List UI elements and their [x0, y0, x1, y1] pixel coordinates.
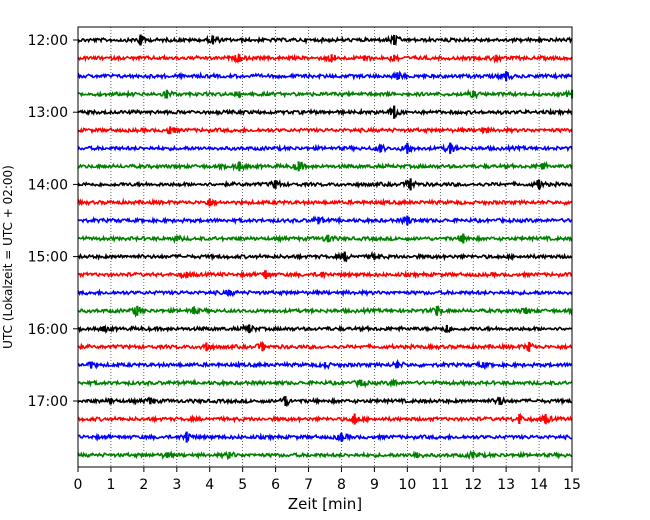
- trace-line: [77, 377, 573, 389]
- x-tick-label: 14: [530, 477, 548, 493]
- y-tick-label: 16:00: [28, 322, 68, 338]
- x-tick-label: 6: [271, 477, 280, 493]
- trace-row: [77, 197, 573, 208]
- trace-line: [77, 412, 573, 425]
- trace-line: [77, 160, 573, 172]
- trace-row: [77, 431, 573, 443]
- trace-line: [77, 70, 573, 81]
- trace-row: [77, 70, 573, 82]
- x-tick-label: 3: [172, 477, 181, 493]
- x-tick-label: 7: [304, 477, 313, 493]
- trace-line: [77, 125, 573, 135]
- trace-line: [77, 233, 573, 244]
- x-axis: 0 1 2 3 4 5 6 7 8 9 10 11 12 13 14 15: [74, 467, 581, 493]
- trace-line: [77, 395, 573, 408]
- trace-line: [77, 304, 573, 318]
- x-tick-label: 12: [464, 477, 482, 493]
- trace-area: [77, 34, 574, 461]
- y-axis: 12:00 13:00 14:00 15:00 16:00 17:00: [28, 33, 78, 410]
- trace-line: [77, 215, 573, 226]
- trace-row: [77, 160, 573, 172]
- trace-row: [77, 377, 573, 389]
- trace-line: [77, 432, 573, 442]
- trace-line: [77, 269, 573, 280]
- trace-line: [77, 34, 573, 47]
- y-axis-label: UTC (Lokalzeit = UTC + 02:00): [1, 165, 15, 349]
- trace-line: [77, 358, 573, 371]
- vertical-grid: [110, 27, 540, 467]
- plot-frame: [77, 26, 573, 468]
- trace-row: [77, 125, 573, 135]
- trace-row: [77, 358, 573, 371]
- trace-row: [77, 215, 573, 226]
- trace-row: [77, 250, 573, 263]
- y-tick-label: 15:00: [28, 250, 68, 266]
- trace-line: [77, 250, 573, 263]
- trace-row: [77, 88, 574, 100]
- trace-row: [77, 178, 573, 191]
- x-tick-label: 0: [74, 477, 83, 493]
- y-tick-label: 14:00: [28, 177, 68, 193]
- y-tick-label: 17:00: [28, 394, 68, 410]
- trace-line: [77, 323, 573, 334]
- trace-row: [77, 449, 573, 461]
- trace-row: [77, 105, 573, 119]
- trace-row: [77, 34, 573, 47]
- trace-line: [77, 197, 573, 208]
- x-tick-label: 1: [106, 477, 115, 493]
- trace-row: [77, 340, 573, 352]
- x-tick-label: 9: [370, 477, 379, 493]
- trace-row: [77, 323, 573, 334]
- trace-line: [77, 52, 573, 65]
- trace-line: [77, 106, 573, 118]
- x-tick-label: 11: [431, 477, 449, 493]
- x-tick-label: 15: [563, 477, 581, 493]
- trace-row: [77, 304, 573, 318]
- trace-row: [77, 269, 573, 280]
- trace-row: [77, 288, 573, 298]
- trace-line: [77, 141, 573, 154]
- trace-row: [77, 52, 573, 65]
- trace-row: [77, 141, 573, 154]
- trace-line: [77, 288, 573, 298]
- trace-line: [77, 340, 573, 352]
- trace-row: [77, 412, 573, 425]
- trace-line: [77, 179, 573, 191]
- trace-line: [77, 449, 573, 461]
- x-tick-label: 2: [139, 477, 148, 493]
- x-tick-label: 8: [337, 477, 346, 493]
- y-tick-label: 12:00: [28, 33, 68, 49]
- y-tick-label: 13:00: [28, 105, 68, 121]
- trace-row: [77, 395, 573, 408]
- x-tick-label: 5: [238, 477, 247, 493]
- x-tick-label: 10: [398, 477, 416, 493]
- trace-row: [77, 233, 573, 244]
- x-axis-label: Zeit [min]: [288, 495, 362, 513]
- trace-line: [77, 88, 573, 100]
- x-tick-label: 13: [497, 477, 515, 493]
- x-tick-label: 4: [205, 477, 214, 493]
